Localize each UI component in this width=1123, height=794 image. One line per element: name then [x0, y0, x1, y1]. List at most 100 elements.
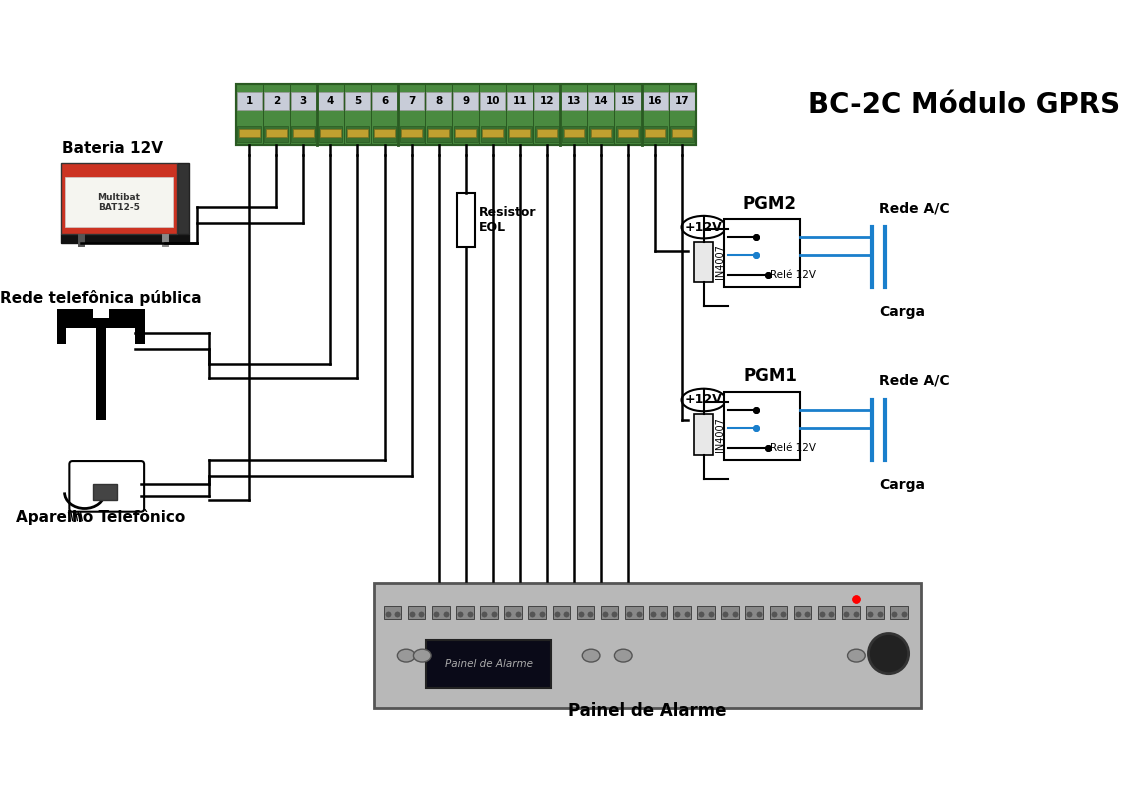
Bar: [694, 241, 713, 282]
Bar: [456, 606, 474, 619]
Bar: [320, 129, 340, 137]
Bar: [504, 606, 522, 619]
Text: 1: 1: [246, 96, 253, 106]
Text: Resistor
EOL: Resistor EOL: [478, 206, 536, 234]
Bar: [456, 129, 476, 137]
Ellipse shape: [614, 649, 632, 662]
Bar: [562, 125, 586, 142]
Bar: [400, 125, 423, 142]
Text: Carga: Carga: [879, 478, 925, 492]
Bar: [601, 606, 619, 619]
Text: 11: 11: [512, 96, 527, 106]
Bar: [564, 129, 584, 137]
Text: BC-2C Módulo GPRS: BC-2C Módulo GPRS: [809, 91, 1121, 119]
Bar: [428, 129, 449, 137]
Bar: [508, 125, 531, 142]
Bar: [669, 92, 695, 110]
Bar: [591, 129, 611, 137]
Bar: [615, 92, 641, 110]
Bar: [95, 324, 106, 420]
Text: Bateria 12V: Bateria 12V: [62, 141, 163, 156]
Ellipse shape: [682, 216, 725, 238]
Bar: [643, 125, 667, 142]
Text: 7: 7: [408, 96, 416, 106]
Bar: [481, 125, 504, 142]
Ellipse shape: [682, 389, 725, 411]
Bar: [291, 92, 316, 110]
Text: 3: 3: [300, 96, 307, 106]
Text: Carga: Carga: [879, 305, 925, 319]
Text: 17: 17: [675, 96, 690, 106]
Text: +12V: +12V: [685, 394, 722, 407]
Ellipse shape: [848, 649, 865, 662]
Bar: [61, 163, 177, 233]
Bar: [697, 606, 715, 619]
Text: IN4007: IN4007: [715, 417, 725, 452]
Text: 4: 4: [327, 96, 335, 106]
Bar: [266, 129, 286, 137]
Bar: [56, 309, 93, 318]
Ellipse shape: [868, 634, 909, 673]
Text: Relé 12V: Relé 12V: [770, 271, 816, 280]
Text: IN4007: IN4007: [715, 245, 725, 279]
Text: 13: 13: [567, 96, 581, 106]
Bar: [529, 606, 546, 619]
Text: 12: 12: [539, 96, 554, 106]
Bar: [642, 92, 668, 110]
Ellipse shape: [398, 649, 416, 662]
Bar: [866, 606, 884, 619]
Bar: [746, 606, 764, 619]
Bar: [135, 329, 145, 345]
Bar: [590, 125, 613, 142]
Bar: [408, 606, 426, 619]
Bar: [56, 318, 145, 328]
Bar: [576, 606, 594, 619]
Bar: [818, 606, 836, 619]
Bar: [61, 233, 189, 243]
Bar: [427, 125, 450, 142]
Bar: [672, 129, 693, 137]
Text: Relé 12V: Relé 12V: [770, 443, 816, 453]
Bar: [56, 329, 66, 345]
Bar: [237, 92, 262, 110]
Bar: [891, 606, 907, 619]
Bar: [457, 194, 475, 247]
Ellipse shape: [871, 649, 889, 662]
Bar: [293, 129, 313, 137]
Bar: [374, 584, 921, 708]
Bar: [109, 309, 145, 318]
Text: 5: 5: [354, 96, 362, 106]
Text: PGM2: PGM2: [743, 195, 797, 213]
Text: 15: 15: [621, 96, 636, 106]
Bar: [453, 92, 478, 110]
Bar: [721, 606, 739, 619]
Bar: [645, 129, 665, 137]
Bar: [483, 129, 503, 137]
Bar: [617, 125, 640, 142]
Bar: [177, 163, 189, 233]
Bar: [842, 606, 859, 619]
Bar: [239, 129, 259, 137]
Text: 2: 2: [273, 96, 280, 106]
Text: PGM1: PGM1: [743, 368, 797, 386]
Text: Rede A/C: Rede A/C: [879, 201, 950, 215]
Bar: [537, 129, 557, 137]
Text: Painel de Alarme: Painel de Alarme: [568, 702, 727, 720]
Bar: [384, 606, 401, 619]
Bar: [399, 92, 424, 110]
Ellipse shape: [413, 649, 431, 662]
Bar: [508, 92, 532, 110]
Bar: [373, 125, 396, 142]
Bar: [769, 606, 787, 619]
Bar: [535, 125, 559, 142]
Bar: [510, 129, 530, 137]
Bar: [345, 92, 371, 110]
Bar: [624, 606, 642, 619]
Bar: [426, 92, 451, 110]
Bar: [236, 84, 695, 145]
Bar: [292, 125, 316, 142]
Text: 8: 8: [435, 96, 442, 106]
Bar: [794, 606, 812, 619]
Bar: [723, 392, 800, 461]
Bar: [374, 129, 395, 137]
